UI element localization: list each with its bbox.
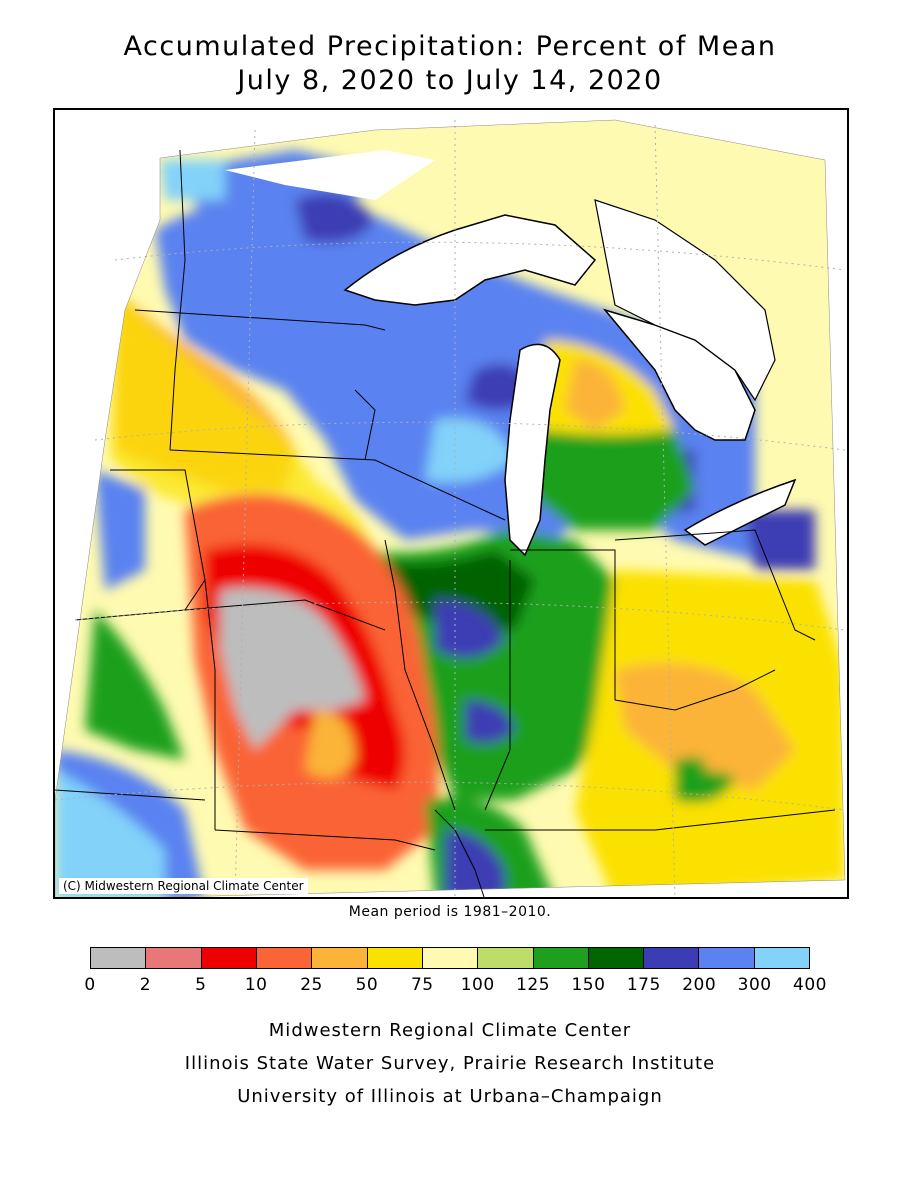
boundary-line xyxy=(614,529,816,641)
grid-line xyxy=(234,129,256,897)
precipitation-map: (C) Midwestern Regional Climate Center xyxy=(53,108,849,899)
map-canvas xyxy=(55,119,846,897)
legend-tick-label: 0 xyxy=(84,975,96,995)
grid-line xyxy=(55,781,846,811)
legend-swatch xyxy=(588,948,645,968)
legend-tick-label: 150 xyxy=(571,975,606,995)
legend-tick-label: 75 xyxy=(410,975,434,995)
ontario-land xyxy=(594,199,776,402)
legend-tick-label: 200 xyxy=(682,975,717,995)
legend-tick-label: 300 xyxy=(737,975,772,995)
legend-swatch xyxy=(146,948,202,968)
legend-tick-label: 175 xyxy=(626,975,661,995)
lightblue-region-southwest xyxy=(55,770,165,897)
legend-swatch xyxy=(644,948,700,968)
blue-patch-west xyxy=(95,470,145,590)
boundary-line xyxy=(510,549,616,700)
legend-tick-label: 125 xyxy=(516,975,551,995)
precip-field xyxy=(55,120,845,897)
legend-swatch xyxy=(91,948,147,968)
boundary-line xyxy=(384,539,456,811)
orange-patch-east xyxy=(695,710,775,780)
map-date-range: July 8, 2020 to July 14, 2020 xyxy=(237,65,663,96)
legend-swatch xyxy=(533,948,589,968)
map-title: Accumulated Precipitation: Percent of Me… xyxy=(123,31,777,62)
boundary-line xyxy=(134,309,386,331)
domain-outline xyxy=(55,119,846,897)
boundary-line xyxy=(354,389,376,461)
darkblue-patch-indiana xyxy=(465,700,515,744)
legend-tick-label: 2 xyxy=(139,975,152,995)
boundary-line xyxy=(110,469,206,611)
color-legend xyxy=(90,947,810,969)
boundary-line xyxy=(55,789,206,801)
footer-survey: Illinois State Water Survey, Prairie Res… xyxy=(184,1053,716,1074)
boundary-line xyxy=(204,579,216,830)
orange-region-michigan xyxy=(565,360,625,430)
grid-line xyxy=(74,601,846,631)
mean-period-note: Mean period is 1981–2010. xyxy=(348,904,552,920)
map-credit: (C) Midwestern Regional Climate Center xyxy=(59,878,308,894)
legend-tick-label: 10 xyxy=(244,975,268,995)
boundary-line xyxy=(214,829,436,851)
orange-patch xyxy=(305,710,355,778)
lightblue-patch xyxy=(160,160,225,200)
grid-line xyxy=(94,421,846,451)
legend-swatch xyxy=(754,948,810,968)
boundary-line xyxy=(169,449,506,521)
legend-tick-label: 5 xyxy=(195,975,207,995)
green-region-west xyxy=(85,610,185,760)
legend-tick-label: 50 xyxy=(355,975,379,995)
great-lakes xyxy=(225,150,797,557)
legend-swatch xyxy=(312,948,368,968)
legend-tick-label: 400 xyxy=(793,975,827,995)
footer-university: University of Illinois at Urbana–Champai… xyxy=(237,1086,663,1107)
state-boundaries xyxy=(55,149,836,897)
darkblue-patch xyxy=(745,510,815,570)
lake-superior xyxy=(343,214,597,306)
legend-tick-label: 100 xyxy=(460,975,495,995)
lake-michigan xyxy=(504,343,561,557)
lake-erie xyxy=(683,478,797,546)
legend-swatch xyxy=(256,948,313,968)
darkblue-patch xyxy=(295,193,375,243)
boundary-line xyxy=(169,149,186,451)
gray-region xyxy=(220,588,365,750)
boundary-line xyxy=(485,809,836,831)
green-region-michigan xyxy=(525,430,695,530)
legend-tick-label: 25 xyxy=(300,975,323,995)
darkblue-patch-illinois xyxy=(435,600,505,658)
latlon-grid xyxy=(55,120,846,897)
legend-swatch xyxy=(422,948,479,968)
lightblue-patch xyxy=(425,418,515,483)
darkblue-region-south xyxy=(445,830,505,897)
legend-swatch xyxy=(367,948,423,968)
legend-swatch xyxy=(201,948,257,968)
boundary-line xyxy=(434,809,485,897)
boundary-line xyxy=(484,560,511,811)
legend-swatch xyxy=(699,948,755,968)
boundary-line xyxy=(614,669,776,711)
canada-land xyxy=(225,150,435,200)
legend-swatch xyxy=(478,948,534,968)
boundary-line xyxy=(184,599,386,631)
footer-org: Midwestern Regional Climate Center xyxy=(268,1020,632,1041)
legend-tick-labels: 0 2 5 10 25 50 75 100 125 150 175 200 300 400 xyxy=(84,975,826,999)
